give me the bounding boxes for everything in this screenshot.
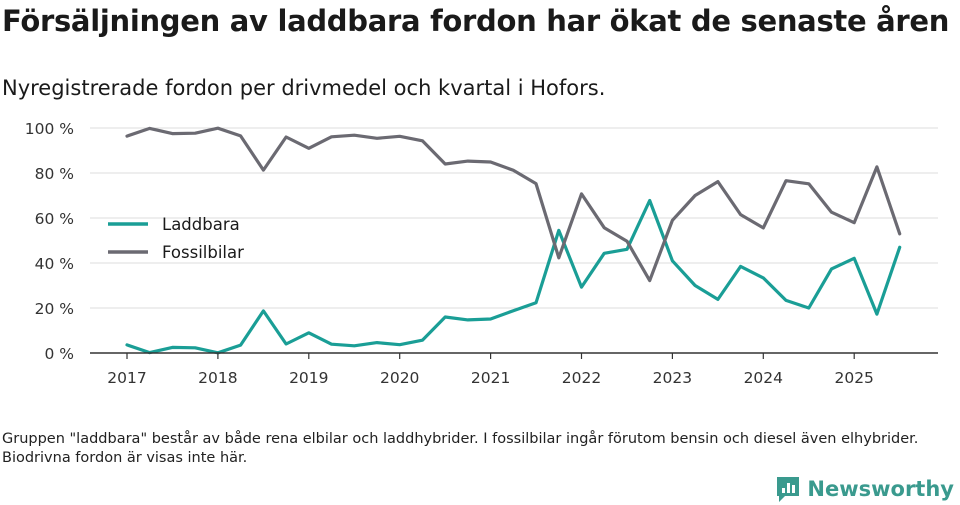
footnote: Gruppen "laddbara" består av både rena e…: [2, 431, 919, 466]
x-tick-label: 2019: [289, 369, 328, 387]
series-line-fossilbilar: [125, 126, 902, 283]
y-tick-label: 80 %: [35, 165, 74, 183]
y-tick-label: 100 %: [25, 120, 74, 138]
y-tick-label: 40 %: [35, 255, 74, 273]
legend-label-laddbara: Laddbara: [162, 215, 240, 234]
newsworthy-logo-icon: [777, 477, 800, 502]
x-tick-label: 2021: [471, 369, 510, 387]
brand-name: Newsworthy: [807, 477, 954, 501]
brand-logo: Newsworthy: [775, 474, 954, 504]
legend-label-fossilbilar: Fossilbilar: [162, 243, 244, 262]
x-tick-label: 2023: [653, 369, 692, 387]
line-chart: 0 % 20 % 40 % 60 % 80 % 100 % 2017 2018 2019 2020…: [25, 120, 938, 387]
series-line-laddbara: [125, 198, 902, 355]
x-tick-label: 2022: [562, 369, 601, 387]
chart-subtitle: Nyregistrerade fordon per drivmedel och …: [2, 76, 606, 100]
x-tick-label: 2018: [198, 369, 237, 387]
x-tick-label: 2025: [834, 369, 873, 387]
x-tick-label: 2020: [380, 369, 419, 387]
x-tick-label: 2024: [744, 369, 783, 387]
y-tick-label: 20 %: [35, 300, 74, 318]
x-tick-label: 2017: [107, 369, 146, 387]
y-tick-label: 0 %: [44, 345, 74, 363]
chart-title: Försäljningen av laddbara fordon har öka…: [2, 4, 950, 38]
y-tick-label: 60 %: [35, 210, 74, 228]
